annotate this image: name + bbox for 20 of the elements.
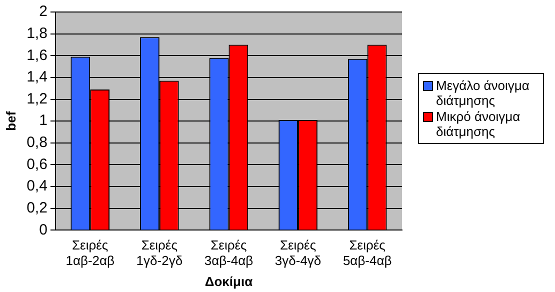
legend-label: Μικρό άνοιγμα διάτμησης xyxy=(436,109,522,139)
y-tick-label: 1,2 xyxy=(26,90,48,108)
x-tick-label: Σειρές 3αβ-4αβ xyxy=(204,238,254,268)
y-tick-label: 0,8 xyxy=(26,134,48,152)
x-tick-label: Σειρές 5αβ-4αβ xyxy=(342,238,392,268)
y-tick-label: 1,6 xyxy=(26,46,48,64)
x-tick-label: Σειρές 1γδ-2γδ xyxy=(136,238,183,268)
y-tick-label: 0,6 xyxy=(26,156,48,173)
y-axis-title: bef xyxy=(3,110,18,131)
y-tick-label: 0,2 xyxy=(26,200,48,217)
y-tick-label: 0,4 xyxy=(26,178,48,195)
legend-label: Μεγάλο άνοιγμα διάτμησης xyxy=(436,78,530,108)
y-tick-label: 1,8 xyxy=(26,24,48,42)
x-tick-label: Σειρές 3γδ-4γδ xyxy=(274,238,322,268)
y-tick-label: 1,4 xyxy=(26,68,48,86)
y-tick-label: 1 xyxy=(39,112,48,130)
x-axis-title: Δοκίμια xyxy=(204,274,253,289)
y-tick-label: 0 xyxy=(39,221,48,238)
x-tick-label: Σειρές 1αβ-2αβ xyxy=(66,238,114,268)
y-tick-label: 2 xyxy=(39,3,48,20)
